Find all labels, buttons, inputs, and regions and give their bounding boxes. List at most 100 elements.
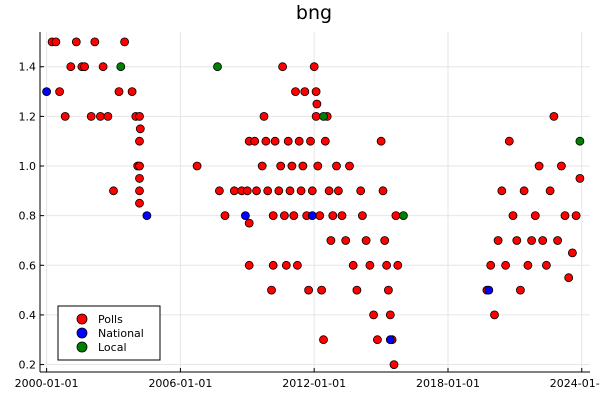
x-tick-label: 2012-01-01 [282,377,346,390]
polls-point [250,136,260,146]
x-tick-label: 2024-01-01 [550,377,600,390]
polls-point [319,335,328,345]
legend-box [57,305,161,361]
polls-point [304,285,314,295]
legend-marker-polls [76,313,88,325]
national-point [42,87,51,96]
polls-point [352,285,362,295]
polls-point [283,136,293,146]
polls-point [127,87,137,96]
polls-point [560,211,570,221]
polls-point [311,112,321,121]
polls-point [109,186,118,196]
polls-point [135,112,144,121]
polls-point [564,273,574,283]
polls-point [391,211,401,221]
polls-point [294,136,304,146]
polls-point [393,260,403,270]
series-national [42,87,494,345]
polls-point [369,310,379,320]
polls-point [96,112,105,121]
y-tick-label: 0.2 [19,359,37,372]
polls-point [557,161,566,171]
polls-point [534,161,544,171]
polls-point [527,236,536,245]
polls-point [497,186,507,196]
polls-point [192,161,202,171]
polls-point [332,161,341,171]
polls-point [229,186,239,196]
polls-point [261,136,271,146]
polls-point [267,285,276,295]
polls-point [389,360,399,370]
national-point [240,211,250,221]
polls-point [553,236,562,245]
polls-point [55,87,64,96]
national-point [307,211,317,221]
polls-point [90,37,100,47]
polls-point [292,260,302,270]
polls-point [493,236,503,245]
y-tick-label: 1.0 [19,160,37,173]
y-ticks: 0.2 0.4 0.6 0.8 1.0 1.2 1.4 [19,61,44,372]
polls-point [311,87,321,96]
polls-point [281,260,291,270]
local-point [575,136,585,146]
polls-point [80,62,89,72]
polls-point [71,37,81,47]
polls-point [504,136,514,146]
polls-point [278,62,288,72]
legend-marker-local [76,341,88,353]
polls-point [103,112,113,121]
x-tick-label: 2006-01-01 [148,377,212,390]
y-tick-label: 0.6 [19,259,37,272]
polls-point [135,161,144,171]
polls-point [114,87,124,96]
polls-point [135,173,144,183]
polls-point [516,285,525,295]
x-ticks: 2000-01-01 2006-01-01 2012-01-01 2018-01-01… [15,368,600,390]
polls-point [270,136,280,146]
polls-point [98,62,108,72]
polls-point [571,211,581,221]
polls-point [242,186,252,196]
polls-point [252,186,261,196]
polls-point [365,260,375,270]
polls-point [51,37,61,47]
polls-point [333,186,343,196]
national-point [385,335,395,345]
polls-point [382,260,392,270]
polls-point [378,186,388,196]
x-tick-label: 2018-01-01 [416,377,480,390]
polls-point [300,87,310,96]
polls-point [274,186,284,196]
polls-point [486,260,496,270]
legend-label-local: Local [98,341,127,354]
polls-point [361,236,371,245]
data-points [42,37,585,370]
chart-title: bng [296,2,332,24]
polls-point [549,112,559,121]
polls-point [285,186,295,196]
polls-point [298,161,308,171]
polls-point [244,260,254,270]
y-tick-label: 0.4 [19,309,37,322]
legend-label-national: National [98,327,144,340]
polls-point [575,173,585,183]
polls-point [317,285,327,295]
y-tick-label: 1.4 [19,61,37,74]
polls-point [519,186,529,196]
polls-point [356,186,366,196]
polls-point [324,186,334,196]
national-point [142,211,152,221]
national-point [484,285,494,295]
polls-point [568,248,577,258]
polls-point [315,211,325,221]
polls-point [257,161,267,171]
polls-point [337,211,347,221]
polls-point [60,112,70,121]
polls-point [376,136,386,146]
polls-point [220,211,230,221]
polls-point [383,285,393,295]
polls-point [268,260,278,270]
